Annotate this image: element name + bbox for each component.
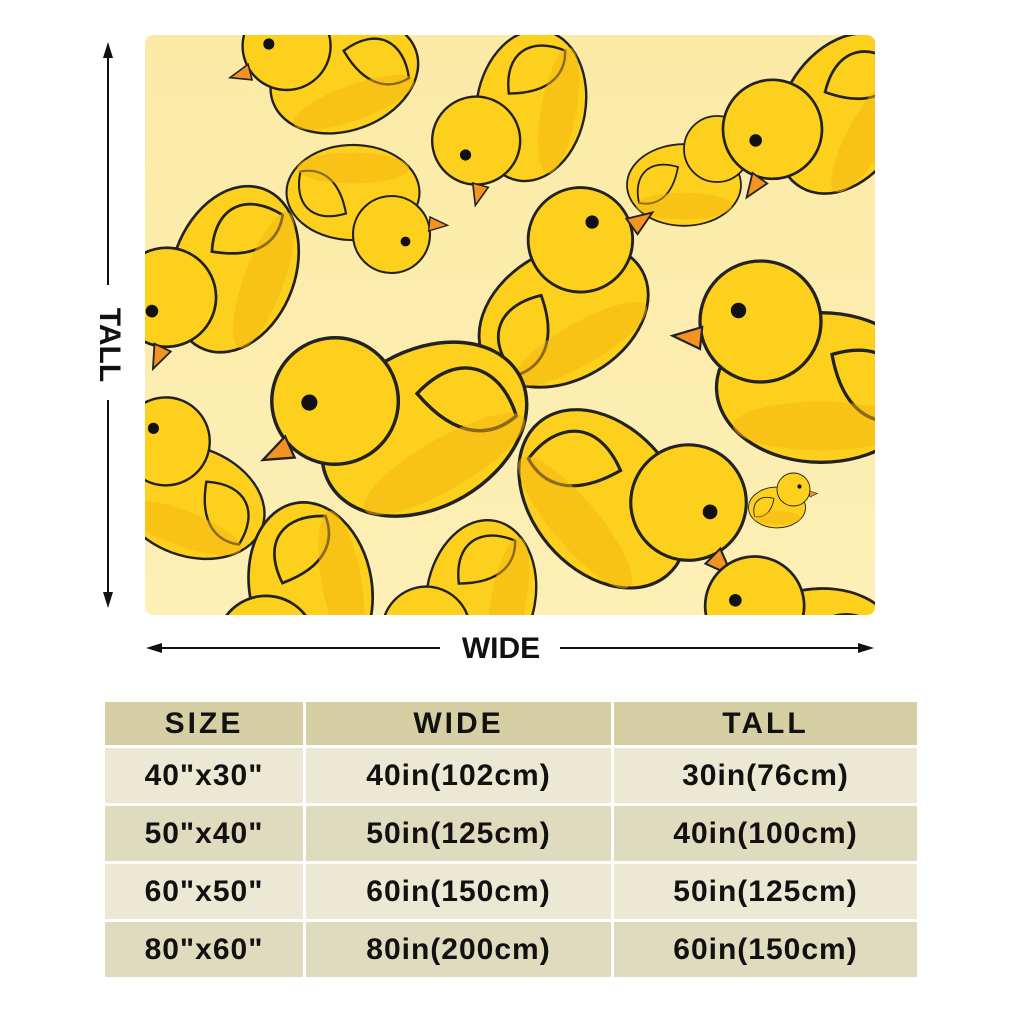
header-cell: WIDE bbox=[306, 702, 611, 745]
size-row: 80"x60" 80in(200cm) 60in(150cm) bbox=[105, 922, 917, 977]
cell: 50in(125cm) bbox=[306, 806, 611, 861]
header-cell: SIZE bbox=[105, 702, 303, 745]
size-row: 40"x30" 40in(102cm) 30in(76cm) bbox=[105, 748, 917, 803]
cell: 60in(150cm) bbox=[614, 922, 917, 977]
cell: 60in(150cm) bbox=[306, 864, 611, 919]
blanket-illustration: TALL WIDE bbox=[93, 35, 875, 665]
cell: 50in(125cm) bbox=[614, 864, 917, 919]
width-arrow bbox=[146, 643, 874, 653]
width-label: WIDE bbox=[462, 632, 540, 665]
cell: 60"x50" bbox=[105, 864, 303, 919]
size-row: 50"x40" 50in(125cm) 40in(100cm) bbox=[105, 806, 917, 861]
size-table: SIZE WIDE TALL 40"x30" 40in(102cm) 30in(… bbox=[102, 699, 920, 980]
height-arrow bbox=[103, 42, 113, 608]
cell: 40"x30" bbox=[105, 748, 303, 803]
cell: 80"x60" bbox=[105, 922, 303, 977]
size-row: 60"x50" 60in(150cm) 50in(125cm) bbox=[105, 864, 917, 919]
header-cell: TALL bbox=[614, 702, 917, 745]
header-row: SIZE WIDE TALL bbox=[105, 702, 917, 745]
cell: 80in(200cm) bbox=[306, 922, 611, 977]
blanket bbox=[145, 35, 875, 615]
cell: 30in(76cm) bbox=[614, 748, 917, 803]
cell: 50"x40" bbox=[105, 806, 303, 861]
height-label: TALL bbox=[93, 308, 126, 382]
cell: 40in(102cm) bbox=[306, 748, 611, 803]
cell: 40in(100cm) bbox=[614, 806, 917, 861]
